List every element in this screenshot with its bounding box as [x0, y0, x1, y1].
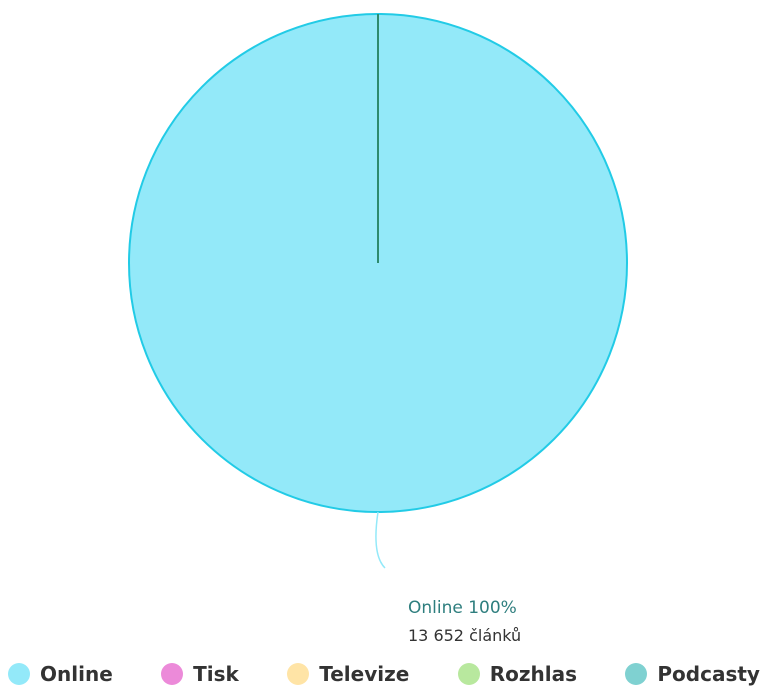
data-label-online-count: 13 652 článků	[408, 626, 521, 645]
legend-label-televize: Televize	[319, 661, 410, 686]
legend-label-online: Online	[40, 661, 113, 686]
legend-label-podcasty: Podcasty	[657, 661, 760, 686]
legend-swatch-podcasty	[625, 662, 648, 685]
legend-swatch-tisk	[161, 662, 184, 685]
legend-item-rozhlas[interactable]: Rozhlas	[457, 661, 577, 686]
legend-swatch-online	[8, 662, 30, 685]
legend-item-online[interactable]: Online	[8, 662, 113, 686]
legend-swatch-televize	[287, 662, 310, 685]
legend-label-tisk: Tisk	[193, 661, 239, 686]
data-label-connector	[375, 511, 386, 569]
legend-swatch-rozhlas	[457, 662, 480, 685]
legend-item-tisk[interactable]: Tisk	[161, 662, 239, 686]
legend-item-televize[interactable]: Televize	[287, 662, 409, 686]
legend-label-rozhlas: Rozhlas	[489, 661, 577, 686]
chart-legend: Online Tisk Televize Rozhlas Podcasty	[8, 660, 760, 687]
data-label-online-percent: Online 100%	[408, 598, 517, 618]
legend-item-podcasty[interactable]: Podcasty	[625, 662, 760, 686]
